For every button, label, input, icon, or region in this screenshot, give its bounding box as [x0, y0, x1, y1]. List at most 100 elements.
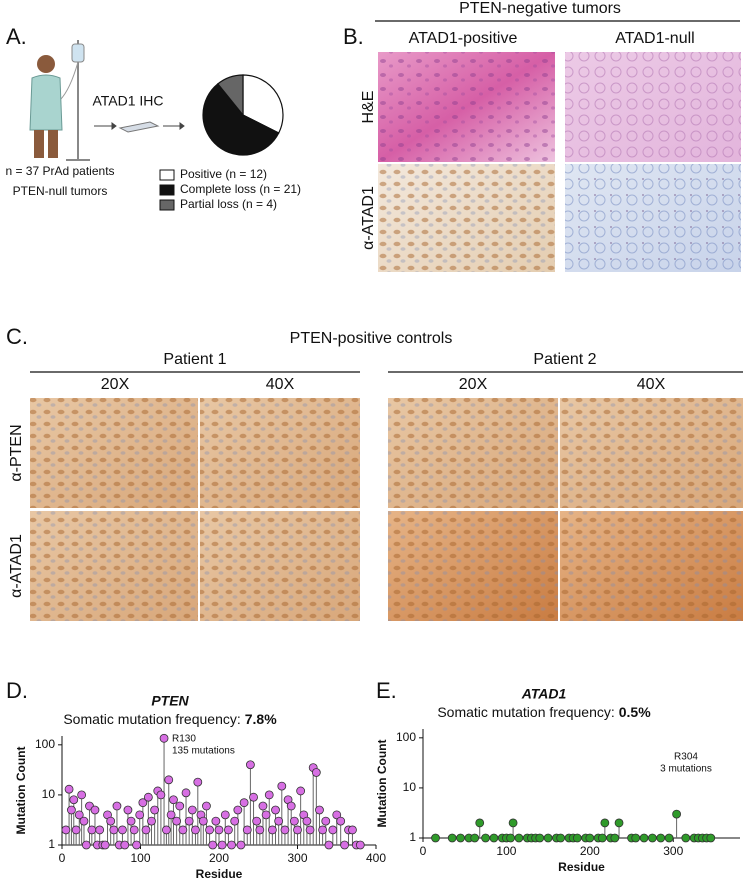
x-axis-label: Residue — [558, 860, 605, 874]
point — [132, 840, 141, 850]
x-tick-label: 200 — [580, 844, 600, 858]
point — [126, 816, 136, 826]
point — [245, 760, 255, 770]
point — [267, 825, 277, 835]
column-label: 20X — [101, 376, 130, 393]
point — [321, 816, 331, 826]
point — [535, 833, 545, 843]
point — [706, 833, 716, 843]
annotation: 3 mutations — [660, 764, 712, 775]
point — [672, 809, 681, 819]
point — [514, 833, 524, 843]
point — [77, 790, 87, 800]
point — [681, 833, 691, 843]
pie-slice — [242, 74, 284, 134]
point — [202, 801, 211, 811]
x-axis-label: Residue — [196, 867, 243, 880]
column-label: ATAD1-null — [615, 30, 694, 47]
point — [184, 816, 194, 826]
point — [328, 825, 338, 835]
point — [302, 816, 312, 826]
legend-swatch — [159, 199, 175, 211]
cohort-text: PTEN-null tumors — [13, 184, 108, 198]
patient-label: Patient 1 — [163, 351, 226, 368]
point — [79, 816, 89, 826]
point — [255, 825, 265, 835]
point — [178, 825, 188, 835]
point — [120, 840, 130, 850]
point — [293, 825, 302, 835]
point — [572, 833, 582, 843]
subtitle-value: 0.5% — [619, 704, 651, 720]
point — [74, 810, 84, 820]
point — [208, 840, 218, 850]
annotation: R130 — [172, 734, 196, 745]
point — [242, 825, 252, 835]
patient-icon — [29, 40, 90, 161]
point — [271, 805, 280, 815]
point — [475, 818, 485, 828]
point — [123, 805, 133, 815]
x-tick-label: 0 — [59, 851, 66, 865]
point — [585, 833, 595, 843]
point — [280, 825, 290, 835]
point — [156, 790, 166, 800]
point — [305, 825, 315, 835]
y-tick-label: 1 — [48, 837, 55, 851]
arrow-label: ATAD1 IHC — [92, 93, 163, 109]
x-tick-label: 100 — [496, 844, 516, 858]
x-tick-label: 0 — [420, 844, 427, 858]
point — [597, 833, 607, 843]
point — [67, 805, 76, 815]
point — [135, 810, 145, 820]
arrows — [94, 121, 185, 133]
row-label: H&E — [360, 91, 377, 124]
column-label: ATAD1-positive — [409, 30, 518, 47]
point — [172, 816, 182, 826]
point — [61, 825, 71, 835]
row-label: α-ATAD1 — [8, 534, 25, 598]
y-axis-label: Mutation Count — [14, 747, 28, 835]
point — [600, 818, 610, 828]
point — [191, 825, 200, 835]
y-tick-label: 10 — [403, 780, 417, 794]
annotation: R304 — [674, 752, 698, 763]
x-tick-label: 200 — [209, 851, 229, 865]
point — [296, 786, 306, 796]
x-tick-label: 300 — [663, 844, 683, 858]
point — [324, 840, 334, 850]
point — [71, 825, 81, 835]
point — [355, 840, 365, 850]
pie-slice — [202, 83, 280, 156]
point — [90, 805, 100, 815]
point — [214, 825, 224, 835]
column-label: 40X — [637, 376, 666, 393]
point — [162, 825, 171, 835]
point — [220, 810, 230, 820]
y-tick-label: 100 — [35, 737, 55, 751]
panel-label: E. — [376, 678, 397, 703]
patient-label: Patient 2 — [533, 351, 596, 368]
annotation: 135 mutations — [172, 746, 235, 757]
subtitle-value: 7.8% — [245, 711, 277, 727]
cohort-text: n = 37 PrAd patients — [5, 164, 114, 178]
point — [230, 816, 240, 826]
row-label: α-PTEN — [8, 424, 25, 481]
point — [664, 833, 674, 843]
point — [100, 840, 110, 850]
point — [193, 777, 203, 787]
point — [118, 825, 127, 835]
point — [543, 833, 553, 843]
point — [164, 775, 174, 785]
chart-title: ATAD1 — [521, 686, 567, 702]
point — [147, 816, 156, 826]
point — [311, 768, 321, 777]
legend-swatch — [159, 184, 175, 196]
point — [141, 825, 151, 835]
legend-label: Positive (n = 12) — [180, 167, 267, 181]
point — [258, 801, 268, 811]
point — [227, 840, 236, 850]
chart-subtitle: Somatic mutation frequency: 0.5% — [437, 704, 651, 720]
x-tick-label: 400 — [366, 851, 386, 865]
